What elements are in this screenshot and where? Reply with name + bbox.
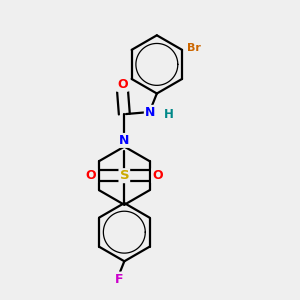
Text: Br: Br [187, 43, 201, 53]
Text: O: O [86, 169, 96, 182]
Text: F: F [115, 273, 123, 286]
Text: S: S [119, 169, 129, 182]
Text: O: O [117, 78, 128, 91]
Text: H: H [164, 108, 174, 121]
Text: N: N [119, 134, 130, 147]
Text: O: O [152, 169, 163, 182]
Text: N: N [145, 106, 155, 119]
